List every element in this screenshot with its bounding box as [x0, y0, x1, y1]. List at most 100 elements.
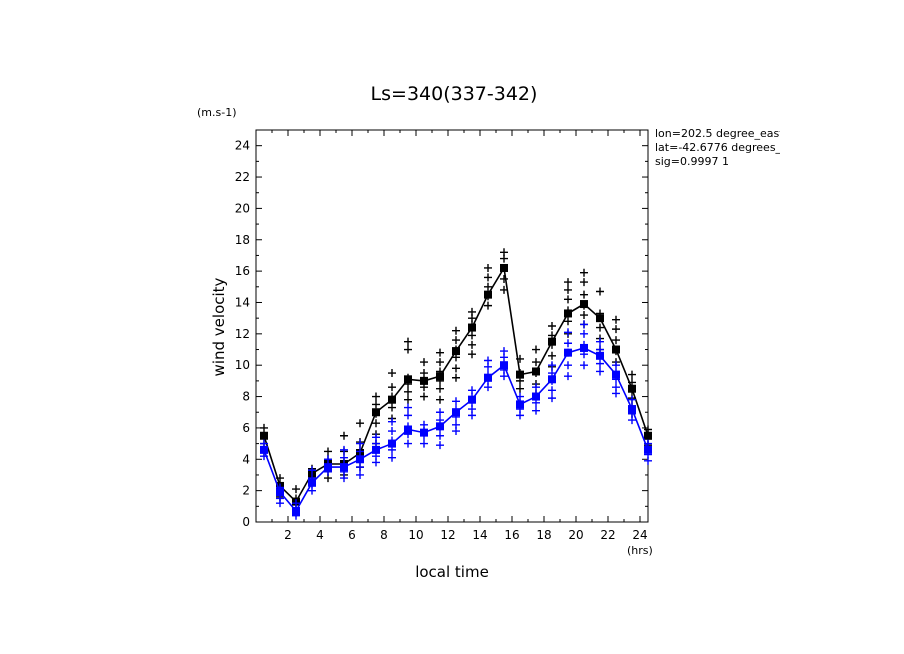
- mean-point: [468, 323, 476, 332]
- x-axis-label: local time: [415, 563, 489, 581]
- y-tick-label: 6: [242, 421, 250, 435]
- sample-marker: [548, 322, 556, 330]
- plot-frame: [255, 129, 649, 523]
- sample-marker: [628, 416, 636, 425]
- mean-point: [420, 428, 428, 437]
- x-tick-label: 6: [348, 528, 356, 542]
- sample-marker: [580, 290, 588, 299]
- sample-marker: [452, 427, 460, 436]
- sample-marker: [628, 370, 636, 379]
- sample-marker: [404, 387, 412, 396]
- sample-marker: [500, 274, 508, 283]
- mean-point: [356, 455, 364, 464]
- series-line-0: [263, 265, 649, 503]
- mean-point: [612, 345, 620, 354]
- sample-marker: [468, 331, 476, 340]
- mean-point: [548, 375, 556, 384]
- sample-marker: [420, 369, 428, 378]
- sample-marker: [452, 373, 460, 382]
- sample-marker: [340, 474, 348, 483]
- sample-marker: [548, 386, 556, 395]
- y-tick-label: 10: [235, 358, 250, 372]
- sample-marker: [308, 466, 316, 475]
- mean-point: [388, 395, 396, 404]
- sample-marker: [564, 285, 572, 294]
- mean-point: [516, 400, 524, 409]
- sample-marker: [580, 361, 588, 370]
- sample-marker: [436, 384, 444, 393]
- sample-marker: [260, 423, 268, 432]
- x-tick-label: 10: [408, 528, 423, 542]
- mean-point: [404, 425, 412, 434]
- x-tick-label: 14: [472, 528, 487, 542]
- sample-marker: [404, 411, 412, 420]
- sample-marker: [436, 408, 444, 417]
- mean-point: [500, 263, 508, 272]
- info-sigma: sig=0.9997 1: [655, 155, 729, 168]
- sample-marker: [484, 263, 492, 272]
- y-tick-label: 8: [242, 390, 250, 404]
- mean-point: [420, 376, 428, 385]
- sample-marker: [404, 403, 412, 412]
- sample-marker: [564, 339, 572, 348]
- sample-marker: [500, 372, 508, 381]
- mean-point: [564, 309, 572, 318]
- sample-marker: [564, 278, 572, 287]
- sample-marker: [564, 372, 572, 381]
- sample-marker: [564, 295, 572, 304]
- x-tick-label: 22: [600, 528, 615, 542]
- sample-marker: [468, 411, 476, 420]
- mean-point: [404, 375, 412, 384]
- sample-marker: [404, 345, 412, 354]
- mean-point: [292, 507, 300, 516]
- sample-marker: [276, 499, 284, 508]
- y-tick-label: 12: [235, 327, 250, 341]
- mean-point: [484, 290, 492, 299]
- sample-marker: [532, 383, 540, 392]
- sample-marker: [436, 431, 444, 440]
- mean-point: [452, 347, 460, 356]
- sample-marker: [596, 337, 604, 346]
- sample-marker: [356, 470, 364, 479]
- sample-marker: [388, 383, 396, 392]
- mean-point: [388, 439, 396, 448]
- mean-point: [308, 478, 316, 487]
- y-axis-unit: (m.s-1): [197, 106, 237, 119]
- mean-point: [484, 373, 492, 382]
- sample-marker: [388, 403, 396, 412]
- sample-marker: [500, 254, 508, 263]
- sample-marker: [404, 439, 412, 448]
- sample-marker: [628, 395, 636, 404]
- y-tick-label: 16: [235, 264, 250, 278]
- y-tick-label: 14: [235, 295, 250, 309]
- sample-marker: [484, 273, 492, 282]
- sample-marker: [292, 485, 300, 494]
- mean-point: [596, 351, 604, 360]
- info-latitude: lat=-42.6776 degrees_north: [655, 141, 811, 154]
- y-tick-label: 24: [235, 139, 250, 153]
- sample-marker: [388, 427, 396, 436]
- sample-marker: [484, 282, 492, 291]
- sample-marker: [532, 345, 540, 354]
- mean-point: [516, 370, 524, 379]
- x-tick-label: 12: [440, 528, 455, 542]
- sample-marker: [612, 361, 620, 370]
- sample-marker: [596, 367, 604, 376]
- sample-marker: [436, 441, 444, 450]
- x-tick-label: 2: [284, 528, 292, 542]
- sample-marker: [372, 458, 380, 467]
- sample-marker: [436, 358, 444, 367]
- sample-marker: [420, 439, 428, 448]
- mean-point: [612, 370, 620, 379]
- mean-point: [436, 372, 444, 381]
- sample-marker: [612, 336, 620, 345]
- mean-point: [276, 488, 284, 497]
- x-tick-label: 18: [536, 528, 551, 542]
- sample-marker: [404, 337, 412, 346]
- sample-marker: [500, 353, 508, 362]
- sample-marker: [532, 406, 540, 415]
- mean-point: [260, 445, 268, 454]
- mean-point: [564, 348, 572, 357]
- mean-point: [580, 300, 588, 309]
